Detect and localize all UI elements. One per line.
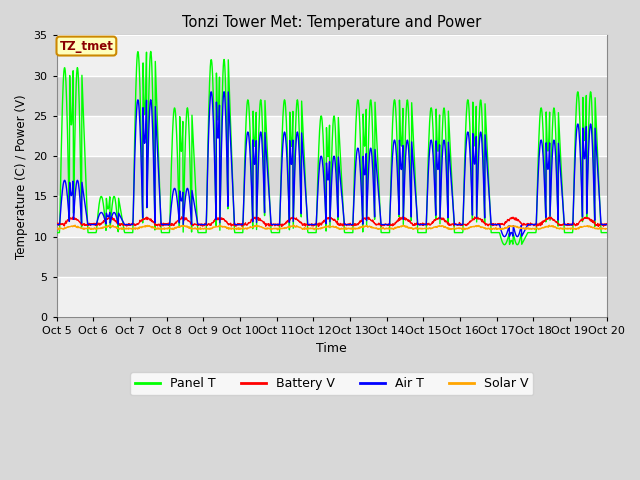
Air T: [489, 222, 497, 228]
Panel T: [175, 224, 183, 230]
Text: TZ_tmet: TZ_tmet: [60, 39, 113, 53]
Air T: [603, 222, 611, 228]
Battery V: [69, 214, 77, 220]
Solar V: [53, 226, 61, 231]
Bar: [57, 116, 607, 156]
Solar V: [490, 226, 497, 231]
Air T: [538, 140, 546, 146]
Panel T: [500, 242, 508, 248]
Panel T: [237, 230, 244, 236]
Battery V: [603, 221, 611, 227]
Line: Solar V: Solar V: [57, 225, 607, 230]
Bar: [57, 36, 607, 75]
Title: Tonzi Tower Met: Temperature and Power: Tonzi Tower Met: Temperature and Power: [182, 15, 481, 30]
Panel T: [538, 109, 546, 115]
Battery V: [418, 222, 426, 228]
Solar V: [418, 226, 426, 231]
Line: Panel T: Panel T: [57, 51, 607, 245]
Air T: [237, 222, 244, 228]
Panel T: [417, 230, 425, 236]
Battery V: [278, 224, 285, 229]
X-axis label: Time: Time: [316, 342, 347, 355]
Legend: Panel T, Battery V, Air T, Solar V: Panel T, Battery V, Air T, Solar V: [130, 372, 533, 396]
Solar V: [237, 227, 244, 232]
Battery V: [538, 221, 546, 227]
Solar V: [175, 224, 183, 229]
Battery V: [237, 222, 244, 228]
Y-axis label: Temperature (C) / Power (V): Temperature (C) / Power (V): [15, 94, 28, 259]
Panel T: [162, 230, 170, 236]
Solar V: [162, 226, 170, 231]
Solar V: [274, 227, 282, 233]
Battery V: [490, 222, 497, 228]
Air T: [220, 89, 228, 95]
Air T: [53, 222, 61, 228]
Battery V: [175, 217, 183, 223]
Solar V: [603, 226, 611, 231]
Panel T: [147, 48, 154, 54]
Solar V: [538, 225, 546, 231]
Panel T: [603, 230, 611, 236]
Panel T: [489, 230, 497, 236]
Solar V: [290, 222, 298, 228]
Air T: [175, 216, 183, 221]
Air T: [500, 234, 508, 240]
Panel T: [53, 230, 61, 236]
Battery V: [53, 220, 61, 226]
Air T: [417, 222, 425, 228]
Bar: [57, 277, 607, 317]
Line: Air T: Air T: [57, 92, 607, 237]
Line: Battery V: Battery V: [57, 217, 607, 227]
Air T: [162, 222, 170, 228]
Battery V: [162, 222, 170, 228]
Bar: [57, 196, 607, 237]
